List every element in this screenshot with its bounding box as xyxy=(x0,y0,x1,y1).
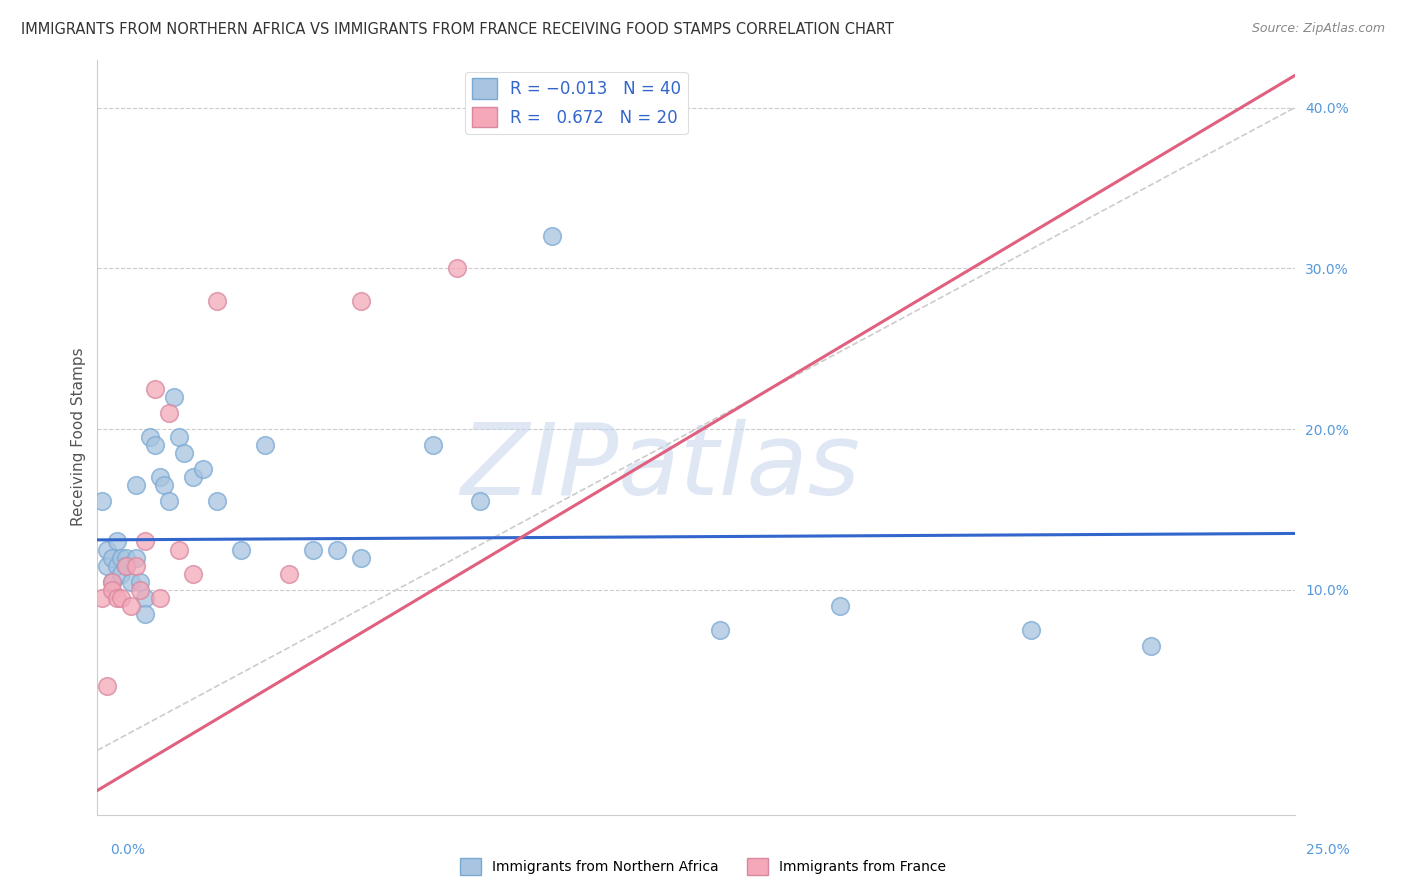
Point xyxy=(828,599,851,613)
Point xyxy=(124,558,146,573)
Point xyxy=(191,462,214,476)
Point xyxy=(181,566,204,581)
Point xyxy=(709,623,731,637)
Point xyxy=(446,261,468,276)
Point xyxy=(163,390,186,404)
Point xyxy=(120,574,142,589)
Point xyxy=(100,582,122,597)
Point xyxy=(205,494,228,508)
Point xyxy=(91,494,114,508)
Point xyxy=(143,438,166,452)
Point xyxy=(302,542,325,557)
Point xyxy=(157,494,180,508)
Point xyxy=(149,591,172,605)
Text: Source: ZipAtlas.com: Source: ZipAtlas.com xyxy=(1251,22,1385,36)
Text: 25.0%: 25.0% xyxy=(1306,843,1350,857)
Y-axis label: Receiving Food Stamps: Receiving Food Stamps xyxy=(72,348,86,526)
Point xyxy=(124,550,146,565)
Point xyxy=(110,550,132,565)
Point xyxy=(149,470,172,484)
Point xyxy=(277,566,299,581)
Text: ZIPatlas: ZIPatlas xyxy=(460,418,860,516)
Point xyxy=(134,607,156,621)
Point xyxy=(129,582,152,597)
Point xyxy=(1140,639,1163,653)
Point xyxy=(129,574,152,589)
Point xyxy=(139,430,162,444)
Point xyxy=(105,558,128,573)
Point xyxy=(96,679,118,693)
Point xyxy=(100,574,122,589)
Point xyxy=(115,558,138,573)
Point xyxy=(470,494,492,508)
Point xyxy=(115,550,138,565)
Point xyxy=(115,558,138,573)
Point xyxy=(541,229,564,244)
Point xyxy=(157,406,180,420)
Point xyxy=(134,591,156,605)
Point xyxy=(110,591,132,605)
Point xyxy=(91,591,114,605)
Point xyxy=(350,293,373,308)
Point xyxy=(96,542,118,557)
Point xyxy=(120,599,142,613)
Point xyxy=(253,438,276,452)
Point xyxy=(350,550,373,565)
Point xyxy=(105,591,128,605)
Legend: Immigrants from Northern Africa, Immigrants from France: Immigrants from Northern Africa, Immigra… xyxy=(454,853,952,880)
Text: IMMIGRANTS FROM NORTHERN AFRICA VS IMMIGRANTS FROM FRANCE RECEIVING FOOD STAMPS : IMMIGRANTS FROM NORTHERN AFRICA VS IMMIG… xyxy=(21,22,894,37)
Point xyxy=(173,446,195,460)
Point xyxy=(205,293,228,308)
Point xyxy=(1019,623,1042,637)
Point xyxy=(153,478,176,492)
Point xyxy=(167,430,190,444)
Point xyxy=(96,558,118,573)
Point xyxy=(134,534,156,549)
Point xyxy=(143,382,166,396)
Point xyxy=(100,574,122,589)
Point xyxy=(167,542,190,557)
Text: 0.0%: 0.0% xyxy=(110,843,145,857)
Point xyxy=(110,566,132,581)
Point xyxy=(181,470,204,484)
Legend: R = −0.013   N = 40, R =   0.672   N = 20: R = −0.013 N = 40, R = 0.672 N = 20 xyxy=(465,71,688,134)
Point xyxy=(100,550,122,565)
Point xyxy=(229,542,252,557)
Point xyxy=(124,478,146,492)
Point xyxy=(326,542,349,557)
Point xyxy=(422,438,444,452)
Point xyxy=(105,534,128,549)
